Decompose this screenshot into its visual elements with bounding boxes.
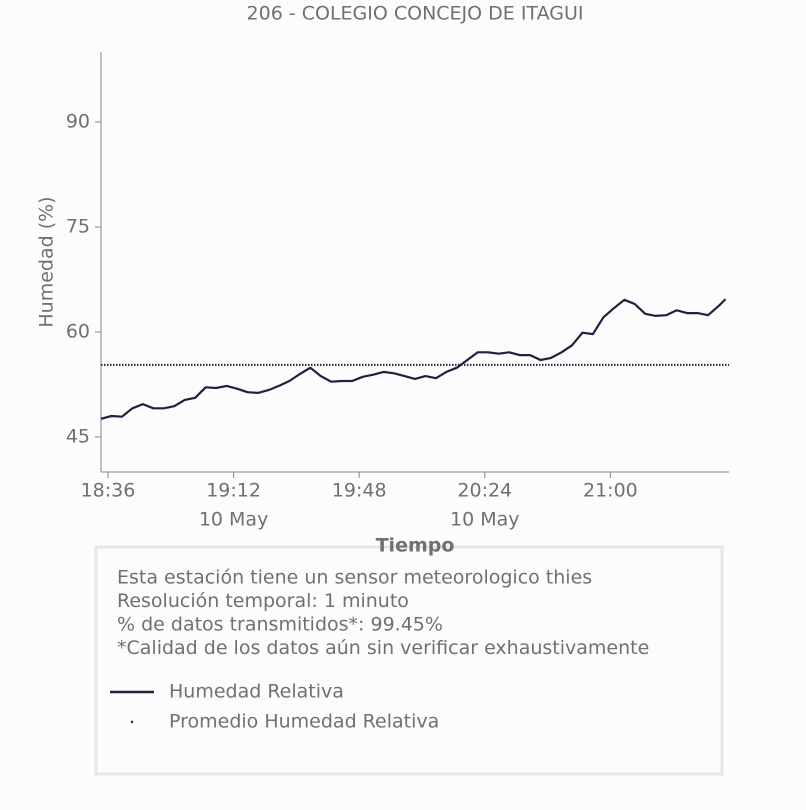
data-line — [100, 298, 727, 420]
x-tick-label: 20:24 — [457, 480, 512, 502]
x-tick-label: 19:12 — [206, 480, 261, 502]
info-text: *Calidad de los datos aún sin verificar … — [117, 637, 649, 659]
info-text: % de datos transmitidos*: 99.45% — [117, 614, 443, 636]
legend-label: Humedad Relativa — [169, 681, 344, 703]
legend-label: Promedio Humedad Relativa — [169, 711, 439, 733]
x-tick-label: 18:36 — [81, 480, 136, 502]
chart-title: 206 - COLEGIO CONCEJO DE ITAGUI — [247, 3, 584, 25]
x-axis-label: Tiempo — [376, 535, 455, 557]
x-tick-label: 21:00 — [583, 480, 638, 502]
y-tick-label: 60 — [66, 321, 90, 343]
x-tick-label: 19:48 — [332, 480, 387, 502]
x-tick-date: 10 May — [450, 509, 520, 531]
y-tick-label: 90 — [66, 111, 90, 133]
x-tick-date: 10 May — [199, 509, 269, 531]
y-tick-label: 75 — [66, 216, 90, 238]
legend-marker — [130, 720, 134, 724]
y-axis-label: Humedad (%) — [36, 196, 58, 327]
y-tick-label: 45 — [66, 426, 90, 448]
info-text: Esta estación tiene un sensor meteorolog… — [117, 567, 592, 589]
info-box — [94, 545, 724, 776]
info-text: Resolución temporal: 1 minuto — [117, 590, 409, 612]
